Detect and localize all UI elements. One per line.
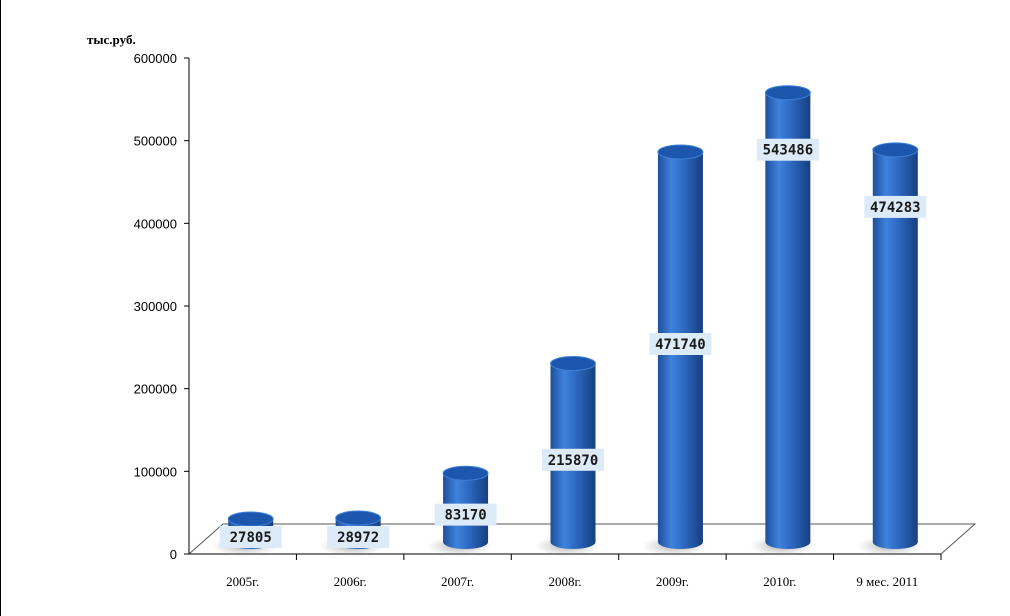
x-category-label: 2008г. xyxy=(548,574,581,589)
bar-bottom-cap xyxy=(765,535,811,549)
y-tick-label: 100000 xyxy=(134,464,177,479)
value-label: 543486 xyxy=(763,143,814,159)
bar: 27805 xyxy=(212,511,282,556)
bar-top-cap xyxy=(442,465,489,481)
value-label-bg xyxy=(756,138,819,161)
bar-top-cap xyxy=(764,85,811,101)
value-label-bg xyxy=(649,333,712,356)
value-label-bg xyxy=(327,526,390,548)
y-tick-label: 600000 xyxy=(134,51,177,66)
y-tick-label: 400000 xyxy=(134,216,177,231)
bars-group: 27805 28972 83170 215870 471740 543486 474283 xyxy=(212,85,927,556)
y-axis-ticks: 0 100000 200000 300000 400000 500000 600000 xyxy=(134,51,189,562)
value-label: 28972 xyxy=(337,530,379,546)
bar: 215870 xyxy=(534,356,604,556)
bar: 543486 xyxy=(749,85,819,556)
x-category-label: 2010г. xyxy=(763,574,796,589)
value-label: 474283 xyxy=(870,200,921,216)
value-label-bg xyxy=(542,448,604,471)
bar: 28972 xyxy=(319,510,390,556)
bar-bottom-cap xyxy=(550,535,596,549)
value-label: 27805 xyxy=(230,530,272,546)
x-axis-labels: 2005г. 2006г. 2007г. 2008г. 2009г. 2010г. 9 ме… xyxy=(226,554,942,589)
value-label-bg xyxy=(219,526,282,548)
bar-bottom-cap xyxy=(443,535,489,549)
y-tick-label: 300000 xyxy=(134,299,177,314)
bar: 474283 xyxy=(856,142,927,556)
value-label: 471740 xyxy=(655,337,706,353)
bar-top-cap xyxy=(550,356,596,372)
bar-bottom-cap xyxy=(872,535,918,549)
x-category-label: 2009г. xyxy=(656,574,689,589)
x-category-label: 2007г. xyxy=(441,574,474,589)
bar-top-cap xyxy=(872,142,919,158)
value-label-bg xyxy=(864,195,927,218)
bar-top-cap xyxy=(335,510,382,526)
bar: 471740 xyxy=(641,144,712,556)
x-category-label: 2005г. xyxy=(226,574,259,589)
value-label: 83170 xyxy=(444,508,486,524)
x-category-label: 9 мес. 2011 xyxy=(856,574,918,589)
value-label: 215870 xyxy=(548,453,599,469)
unit-label: тыс.руб. xyxy=(87,32,136,47)
bar-body xyxy=(765,92,811,543)
y-tick-label: 0 xyxy=(170,547,177,562)
value-label-bg xyxy=(434,503,497,526)
y-tick-label: 200000 xyxy=(134,382,177,397)
bar-bottom-cap xyxy=(657,535,703,549)
x-category-label: 2006г. xyxy=(334,574,367,589)
bar-top-cap xyxy=(657,144,704,160)
y-tick-label: 500000 xyxy=(134,134,177,149)
bar-top-cap xyxy=(227,511,274,527)
bar: 83170 xyxy=(427,465,497,556)
